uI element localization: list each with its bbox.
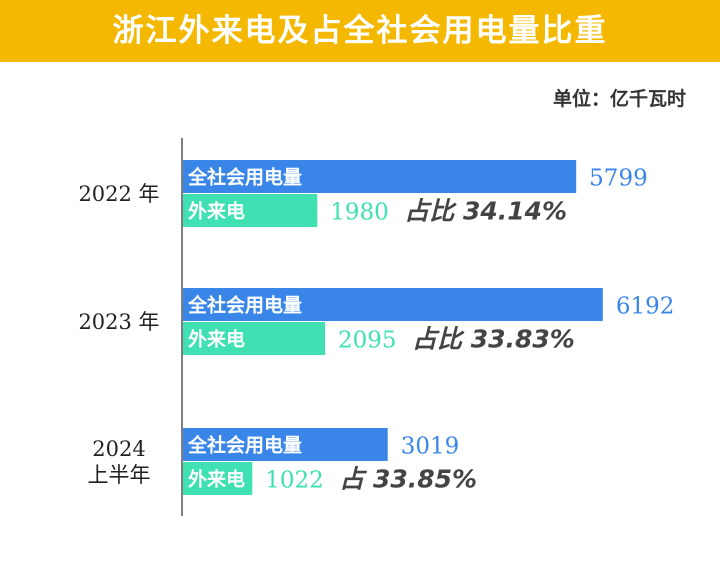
annotation: 占比 33.83% <box>412 325 575 354</box>
bar <box>183 462 253 495</box>
chart-title: 浙江外来电及占全社会用电量比重 <box>0 0 720 62</box>
value-label: 3019 <box>401 434 460 460</box>
bar <box>183 322 326 355</box>
bar <box>183 288 603 321</box>
value-label: 2095 <box>338 328 397 354</box>
value-label: 1022 <box>265 468 324 494</box>
annotation: 占 33.85% <box>339 465 477 494</box>
category-label: 2024 上半年 <box>87 437 151 487</box>
unit-label: 单位：亿千瓦时 <box>552 88 686 110</box>
series-label: 外来电 <box>188 468 245 491</box>
series-label: 外来电 <box>188 328 245 351</box>
annotation: 占比 34.14% <box>404 197 567 226</box>
series-label: 全社会用电量 <box>187 294 302 317</box>
bar <box>183 160 577 193</box>
value-label: 1980 <box>330 200 389 226</box>
category-label: 2022 年 <box>78 182 160 206</box>
series-label: 全社会用电量 <box>187 434 302 457</box>
bar <box>183 428 388 461</box>
series-label: 全社会用电量 <box>187 166 302 189</box>
value-label: 5799 <box>589 166 648 192</box>
series-label: 外来电 <box>188 200 245 223</box>
category-label: 2023 年 <box>78 310 160 334</box>
value-label: 6192 <box>616 294 675 320</box>
bar <box>183 194 318 227</box>
